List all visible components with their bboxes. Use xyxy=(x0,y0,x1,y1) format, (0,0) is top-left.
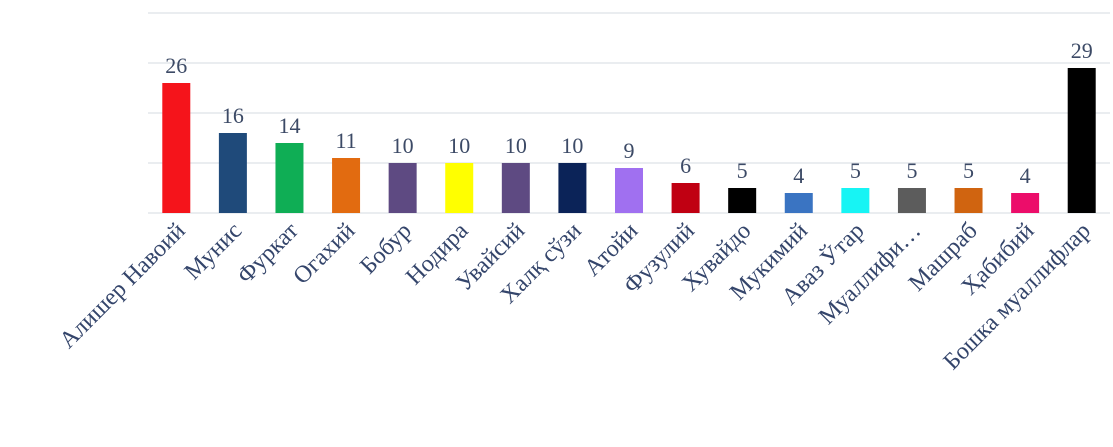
data-label: 5 xyxy=(737,158,748,183)
data-label: 29 xyxy=(1071,38,1093,63)
bar xyxy=(218,133,247,213)
bars xyxy=(162,68,1096,213)
data-label: 14 xyxy=(278,113,300,138)
data-label: 5 xyxy=(906,158,917,183)
data-label: 9 xyxy=(624,138,635,163)
data-label: 11 xyxy=(335,128,356,153)
category-labels: Алишер НавоийМунисФуркатОгахийБобурНодир… xyxy=(55,217,1096,375)
data-label: 26 xyxy=(165,53,187,78)
bar xyxy=(1011,193,1040,213)
bar xyxy=(671,183,700,213)
gridlines xyxy=(148,12,1110,214)
data-labels: 26 16 14 11 10 10 10 10 9 6 5 4 5 5 5 4 29 xyxy=(165,38,1092,188)
category-label: Огахий xyxy=(289,218,361,290)
bar xyxy=(615,168,643,213)
bar xyxy=(1067,68,1096,213)
bar xyxy=(784,193,813,213)
data-label: 4 xyxy=(793,163,804,188)
bar xyxy=(954,188,983,213)
bar xyxy=(275,143,304,213)
bar xyxy=(558,163,587,213)
bar xyxy=(162,83,191,213)
data-label: 10 xyxy=(561,133,583,158)
bar xyxy=(332,158,361,213)
bar xyxy=(728,188,757,213)
category-label: Фуркат xyxy=(232,217,304,289)
data-label: 16 xyxy=(222,103,244,128)
bar xyxy=(388,163,417,213)
data-label: 6 xyxy=(680,153,691,178)
data-label: 4 xyxy=(1020,163,1031,188)
bar xyxy=(841,188,870,213)
bar xyxy=(445,163,474,213)
category-label: Алишер Навоий xyxy=(55,218,191,354)
bar xyxy=(897,188,926,213)
bar xyxy=(501,163,530,213)
data-label: 10 xyxy=(392,133,414,158)
data-label: 10 xyxy=(448,133,470,158)
data-label: 5 xyxy=(963,158,974,183)
data-label: 5 xyxy=(850,158,861,183)
data-label: 10 xyxy=(505,133,527,158)
